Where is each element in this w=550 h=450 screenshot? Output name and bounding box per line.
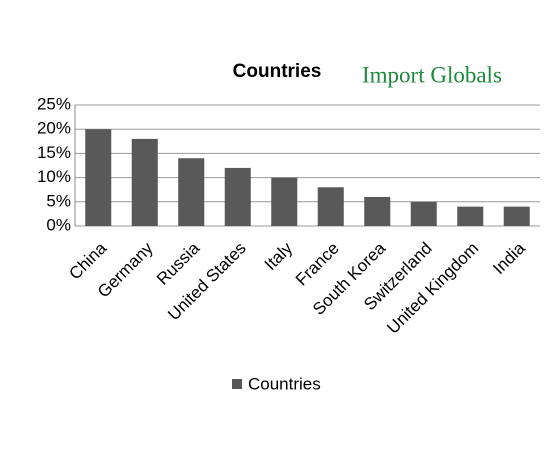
bar	[317, 187, 344, 226]
bar	[131, 138, 158, 226]
legend-label: Countries	[248, 374, 321, 393]
logo: Import Globals	[362, 62, 502, 87]
x-tick-label: China	[65, 238, 110, 283]
bar	[224, 167, 251, 226]
y-tick-label: 0%	[46, 215, 71, 234]
x-tick-label: India	[489, 238, 529, 278]
chart-title: Countries	[233, 61, 322, 82]
bar	[410, 201, 437, 226]
y-tick-label: 15%	[37, 143, 71, 162]
legend-swatch	[232, 379, 242, 389]
bar	[271, 177, 298, 226]
bar	[178, 158, 205, 226]
y-tick-label: 10%	[37, 167, 71, 186]
bar	[457, 206, 484, 226]
y-tick-label: 20%	[37, 119, 71, 138]
y-tick-label: 5%	[46, 191, 71, 210]
bar	[503, 206, 530, 226]
bar	[364, 196, 391, 226]
x-tick-label: Italy	[261, 238, 297, 274]
y-tick-label: 25%	[37, 94, 71, 113]
bar	[85, 129, 112, 226]
